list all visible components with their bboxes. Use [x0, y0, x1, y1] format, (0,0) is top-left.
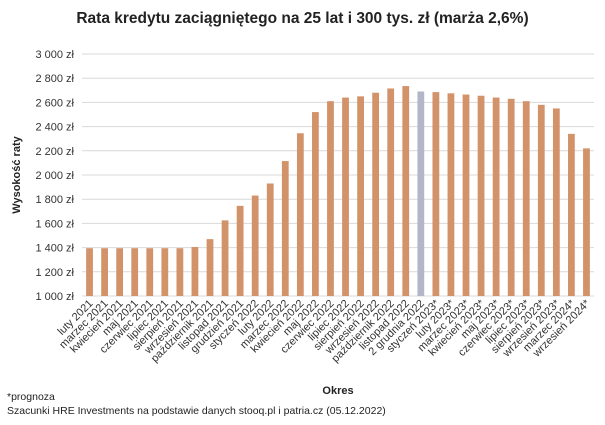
bar [372, 92, 380, 296]
y-tick-label: 3 000 zł [35, 49, 74, 61]
bar [221, 220, 229, 296]
bar [432, 92, 440, 297]
y-tick-label: 1 400 zł [35, 243, 74, 255]
bar [327, 101, 334, 296]
y-tick-label: 1 800 zł [35, 194, 74, 206]
y-axis-title: Wysokość raty [11, 135, 23, 213]
bar [447, 93, 455, 296]
bar [161, 248, 169, 296]
bar [507, 98, 515, 297]
bar [417, 91, 425, 296]
gridlines [82, 53, 594, 297]
x-axis-title: Okres [322, 385, 353, 397]
bar [552, 108, 560, 296]
bar [86, 248, 93, 296]
bar [312, 112, 319, 296]
bar [583, 148, 590, 296]
bar [342, 97, 349, 296]
bar [191, 246, 199, 296]
bar [101, 248, 108, 296]
y-tick-label: 2 800 zł [35, 73, 74, 85]
bar [462, 94, 470, 296]
y-tick-label: 2 000 zł [35, 170, 74, 182]
bar [251, 195, 259, 296]
bar [357, 96, 364, 296]
y-tick-label: 1 600 zł [35, 218, 74, 230]
forecast-footnote: *prognoza [7, 391, 55, 403]
bar [522, 101, 530, 296]
bar [477, 95, 485, 297]
bar [296, 133, 304, 296]
bar [387, 88, 395, 296]
bar [146, 248, 154, 296]
bar [266, 183, 274, 296]
bar [236, 205, 244, 296]
bar [176, 248, 184, 296]
y-tick-label: 1 000 zł [35, 291, 74, 303]
y-tick-label: 1 200 zł [35, 267, 74, 279]
bar [116, 248, 124, 296]
y-axis-ticks: 1 000 zł 1 200 zł 1 400 zł 1 600 zł 1 800 zł… [35, 49, 74, 303]
bar [537, 104, 545, 296]
bar [206, 239, 214, 296]
bar [568, 133, 575, 296]
chart-title: Rata kredytu zaciągniętego na 25 lat i 3… [76, 10, 529, 27]
bars [86, 86, 590, 297]
bar [492, 97, 500, 296]
y-tick-label: 2 600 zł [35, 97, 74, 109]
bar [402, 86, 410, 296]
source-note: Szacunki HRE Investments na podstawie da… [7, 405, 386, 417]
bar [281, 161, 289, 296]
y-tick-label: 2 200 zł [35, 146, 74, 158]
y-tick-label: 2 400 zł [35, 122, 74, 134]
bar [131, 248, 139, 296]
